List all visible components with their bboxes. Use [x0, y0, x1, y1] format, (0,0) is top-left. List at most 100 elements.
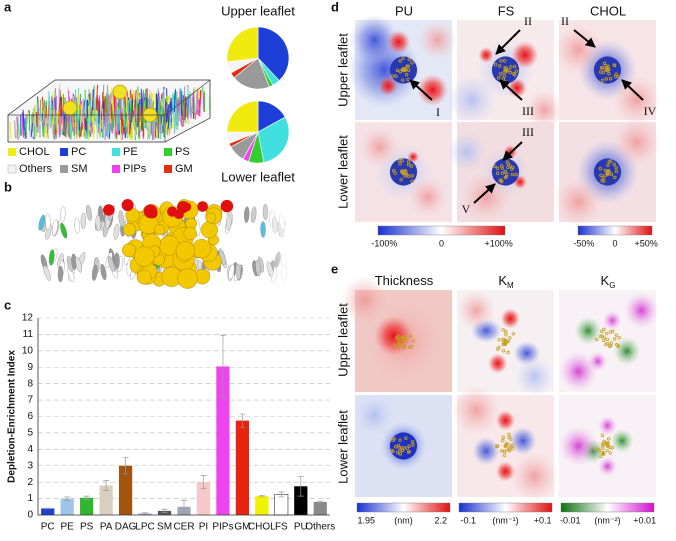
arrow	[573, 29, 596, 48]
protein-atom	[395, 450, 400, 455]
legend-swatch	[164, 165, 172, 173]
bar	[60, 498, 74, 515]
annotation: I	[436, 105, 440, 119]
protein-atom	[616, 74, 620, 79]
lipid	[105, 123, 108, 137]
x-tick-label: PA	[100, 522, 113, 533]
protein-atom	[395, 68, 400, 73]
heatmap	[355, 395, 452, 497]
colorbar-label: (nm⁻¹)	[492, 515, 518, 525]
bar	[157, 510, 172, 515]
protein-atom	[401, 56, 405, 60]
heatmap	[554, 117, 661, 227]
pie-slice	[226, 100, 259, 133]
lipid	[125, 92, 128, 117]
field-blob	[559, 351, 598, 392]
lipid	[112, 97, 115, 118]
protein-atom	[596, 447, 600, 451]
field-blob	[524, 90, 564, 130]
arrow	[621, 79, 644, 101]
lipid	[107, 85, 109, 111]
protein-atom	[608, 451, 612, 455]
field-blob	[613, 336, 641, 366]
error-bar	[181, 499, 187, 514]
protein-atom	[493, 62, 498, 67]
lipid	[178, 97, 181, 122]
title-main: K	[498, 273, 507, 288]
protein-atom	[507, 443, 511, 447]
protein-atom	[407, 345, 412, 350]
y-tick-label: 5	[27, 428, 33, 439]
lipid	[53, 119, 56, 140]
protein-atom	[600, 433, 605, 438]
protein-atom	[404, 73, 409, 77]
lipid	[22, 109, 25, 131]
title-sub: M	[507, 281, 514, 290]
protein-atom	[398, 59, 403, 63]
panel-label: c	[4, 297, 11, 312]
field-blob	[509, 426, 537, 456]
protein-atom	[498, 178, 503, 183]
lipid	[95, 84, 99, 111]
lipid	[47, 106, 50, 121]
lipid	[169, 101, 172, 123]
heatmap	[347, 15, 457, 120]
protein-atom	[409, 164, 414, 168]
protein-atom	[499, 72, 503, 76]
lipid	[39, 101, 42, 122]
protein-atom	[392, 168, 396, 173]
lipid	[191, 93, 193, 112]
lipid	[23, 123, 26, 137]
lipid	[17, 123, 21, 138]
lipid	[167, 103, 170, 130]
protein-atom	[506, 447, 510, 452]
field-blob	[554, 177, 603, 227]
protein-atom	[609, 172, 614, 177]
protein-atom	[602, 452, 606, 456]
lipid	[86, 115, 89, 139]
protein-atom	[504, 70, 508, 74]
protein-atom	[400, 448, 405, 452]
protein-atom	[399, 337, 403, 341]
lipid	[32, 123, 35, 137]
field-blob	[447, 75, 496, 125]
protein-atom	[407, 57, 412, 62]
y-tick-label: 4	[27, 444, 33, 455]
x-tick-label: SM	[157, 522, 172, 533]
lipid	[169, 114, 171, 137]
heatmap	[457, 290, 554, 398]
error-bar	[317, 500, 324, 504]
field-blob	[408, 177, 448, 217]
protein-core	[491, 158, 520, 186]
protein-atom	[600, 329, 604, 334]
colorbar-label: -100%	[371, 238, 397, 248]
field-blob	[478, 47, 494, 63]
legend-swatch	[60, 148, 68, 156]
protein-atom	[606, 437, 611, 441]
lipid	[196, 100, 200, 116]
protein-atom	[403, 337, 407, 341]
colorbar	[458, 502, 553, 513]
lipid	[101, 116, 105, 133]
pie-slice	[226, 26, 259, 63]
lipid	[116, 123, 119, 137]
bar	[216, 366, 230, 515]
lipid	[80, 123, 83, 137]
field-blob	[610, 428, 634, 454]
field-blob	[417, 74, 449, 106]
y-tick-label: 9	[27, 362, 33, 373]
row-title: Lower leaflet	[335, 135, 350, 209]
field-blob	[488, 353, 508, 374]
protein-atom	[610, 446, 615, 450]
bar	[255, 496, 269, 515]
lipid	[187, 97, 190, 118]
lipid	[128, 108, 131, 131]
protein-atom	[502, 453, 507, 458]
legend-swatch	[8, 148, 16, 156]
protein-atom	[501, 435, 505, 440]
column-title: PU	[395, 3, 413, 18]
field-blob	[612, 117, 661, 167]
column-title: KG	[601, 273, 616, 290]
lipid	[21, 120, 25, 138]
lipid	[46, 123, 49, 139]
